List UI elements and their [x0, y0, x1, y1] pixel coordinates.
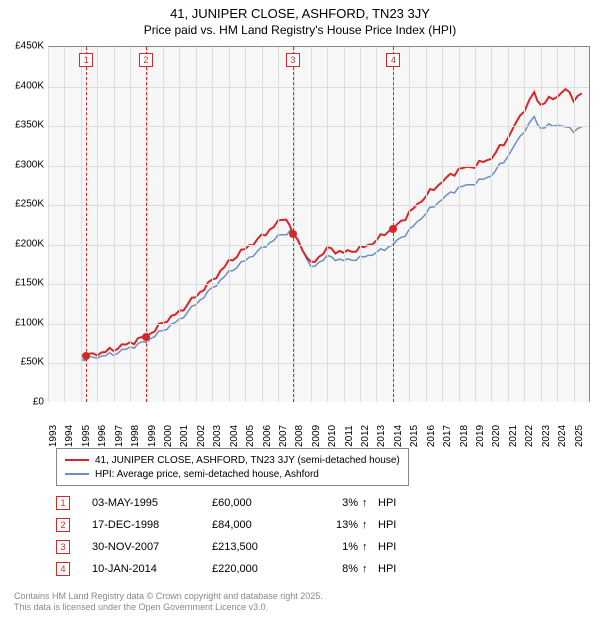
x-tick-label: 1998 — [130, 425, 141, 447]
x-tick-label: 2016 — [426, 425, 437, 447]
y-tick-label: £100K — [15, 317, 44, 328]
chart-plot-area: 1 2 3 4 — [48, 46, 590, 402]
sale-row-marker: 4 — [56, 562, 70, 576]
sale-marker-line — [146, 47, 147, 402]
sale-vs-label: HPI — [378, 519, 408, 531]
sale-marker-box: 4 — [386, 53, 400, 67]
y-tick-label: £150K — [15, 278, 44, 289]
legend-item: 41, JUNIPER CLOSE, ASHFORD, TN23 3JY (se… — [65, 453, 400, 467]
x-tick-label: 2001 — [179, 425, 190, 447]
sale-row: 4 10-JAN-2014£220,0008%↑HPI — [56, 558, 408, 580]
y-tick-label: £0 — [33, 397, 44, 408]
x-tick-label: 1993 — [48, 425, 59, 447]
x-axis: 1993 1994 1995 1996 1997 1998 1999 2000 2001 2002… — [48, 402, 590, 444]
sale-marker-dot — [142, 333, 150, 341]
x-tick-label: 2021 — [508, 425, 519, 447]
x-tick-label: 2008 — [294, 425, 305, 447]
sale-marker-line — [293, 47, 294, 402]
x-tick-label: 2009 — [311, 425, 322, 447]
x-tick-label: 2004 — [229, 425, 240, 447]
x-tick-label: 2014 — [393, 425, 404, 447]
sale-price: £213,500 — [212, 541, 312, 553]
legend-swatch — [65, 473, 89, 475]
x-tick-label: 2020 — [491, 425, 502, 447]
x-tick-label: 2023 — [541, 425, 552, 447]
x-tick-label: 2011 — [344, 425, 355, 447]
x-tick-label: 2007 — [278, 425, 289, 447]
sale-vs-label: HPI — [378, 541, 408, 553]
x-tick-label: 2010 — [327, 425, 338, 447]
footer-line-1: Contains HM Land Registry data © Crown c… — [14, 591, 323, 603]
legend: 41, JUNIPER CLOSE, ASHFORD, TN23 3JY (se… — [56, 448, 409, 486]
sale-row-marker: 2 — [56, 518, 70, 532]
sale-row-marker: 3 — [56, 540, 70, 554]
arrow-up-icon: ↑ — [362, 563, 378, 575]
arrow-up-icon: ↑ — [362, 497, 378, 509]
sale-row-marker: 1 — [56, 496, 70, 510]
footer-attribution: Contains HM Land Registry data © Crown c… — [14, 591, 323, 614]
sale-diff: 13% — [312, 519, 362, 531]
x-tick-label: 2015 — [409, 425, 420, 447]
sale-price: £84,000 — [212, 519, 312, 531]
x-tick-label: 2013 — [376, 425, 387, 447]
sale-date: 03-MAY-1995 — [92, 497, 212, 509]
sale-marker-box: 1 — [79, 53, 93, 67]
sale-marker-box: 2 — [139, 53, 153, 67]
x-tick-label: 1997 — [114, 425, 125, 447]
sale-price: £60,000 — [212, 497, 312, 509]
sale-price: £220,000 — [212, 563, 312, 575]
legend-item: HPI: Average price, semi-detached house,… — [65, 467, 400, 481]
title-line-2: Price paid vs. HM Land Registry's House … — [0, 23, 600, 37]
x-tick-label: 2005 — [245, 425, 256, 447]
sale-marker-line — [86, 47, 87, 402]
y-tick-label: £350K — [15, 120, 44, 131]
x-tick-label: 2002 — [196, 425, 207, 447]
y-tick-label: £400K — [15, 80, 44, 91]
x-tick-label: 2006 — [262, 425, 273, 447]
chart-title: 41, JUNIPER CLOSE, ASHFORD, TN23 3JY Pri… — [0, 0, 600, 37]
y-tick-label: £250K — [15, 199, 44, 210]
sale-diff: 8% — [312, 563, 362, 575]
x-tick-label: 1995 — [81, 425, 92, 447]
x-tick-label: 1994 — [64, 425, 75, 447]
sale-row: 3 30-NOV-2007£213,5001%↑HPI — [56, 536, 408, 558]
x-tick-label: 2024 — [557, 425, 568, 447]
title-line-1: 41, JUNIPER CLOSE, ASHFORD, TN23 3JY — [0, 6, 600, 21]
sale-date: 30-NOV-2007 — [92, 541, 212, 553]
x-tick-label: 1999 — [147, 425, 158, 447]
sale-vs-label: HPI — [378, 563, 408, 575]
sale-date: 17-DEC-1998 — [92, 519, 212, 531]
arrow-up-icon: ↑ — [362, 519, 378, 531]
footer-line-2: This data is licensed under the Open Gov… — [14, 602, 323, 614]
x-tick-label: 2025 — [574, 425, 585, 447]
y-tick-label: £450K — [15, 41, 44, 52]
x-tick-label: 1996 — [97, 425, 108, 447]
x-tick-label: 2012 — [360, 425, 371, 447]
x-tick-label: 2019 — [475, 425, 486, 447]
y-tick-label: £50K — [21, 357, 44, 368]
sale-diff: 3% — [312, 497, 362, 509]
y-tick-label: £300K — [15, 159, 44, 170]
sale-date: 10-JAN-2014 — [92, 563, 212, 575]
y-tick-label: £200K — [15, 238, 44, 249]
x-tick-label: 2017 — [442, 425, 453, 447]
sale-row: 1 03-MAY-1995£60,0003%↑HPI — [56, 492, 408, 514]
sale-marker-dot — [389, 225, 397, 233]
sales-table: 103-MAY-1995£60,0003%↑HPI217-DEC-1998£84… — [56, 492, 408, 580]
legend-label: 41, JUNIPER CLOSE, ASHFORD, TN23 3JY (se… — [95, 455, 400, 466]
sale-vs-label: HPI — [378, 497, 408, 509]
x-tick-label: 2000 — [163, 425, 174, 447]
sale-marker-dot — [82, 352, 90, 360]
sale-marker-dot — [289, 230, 297, 238]
sale-diff: 1% — [312, 541, 362, 553]
x-tick-label: 2003 — [212, 425, 223, 447]
x-tick-label: 2022 — [524, 425, 535, 447]
legend-label: HPI: Average price, semi-detached house,… — [95, 469, 319, 480]
y-axis: £0£50K£100K£150K£200K£250K£300K£350K£400… — [0, 46, 48, 402]
legend-swatch — [65, 459, 89, 461]
x-tick-label: 2018 — [459, 425, 470, 447]
sale-marker-box: 3 — [286, 53, 300, 67]
arrow-up-icon: ↑ — [362, 541, 378, 553]
sale-row: 2 17-DEC-1998£84,00013%↑HPI — [56, 514, 408, 536]
